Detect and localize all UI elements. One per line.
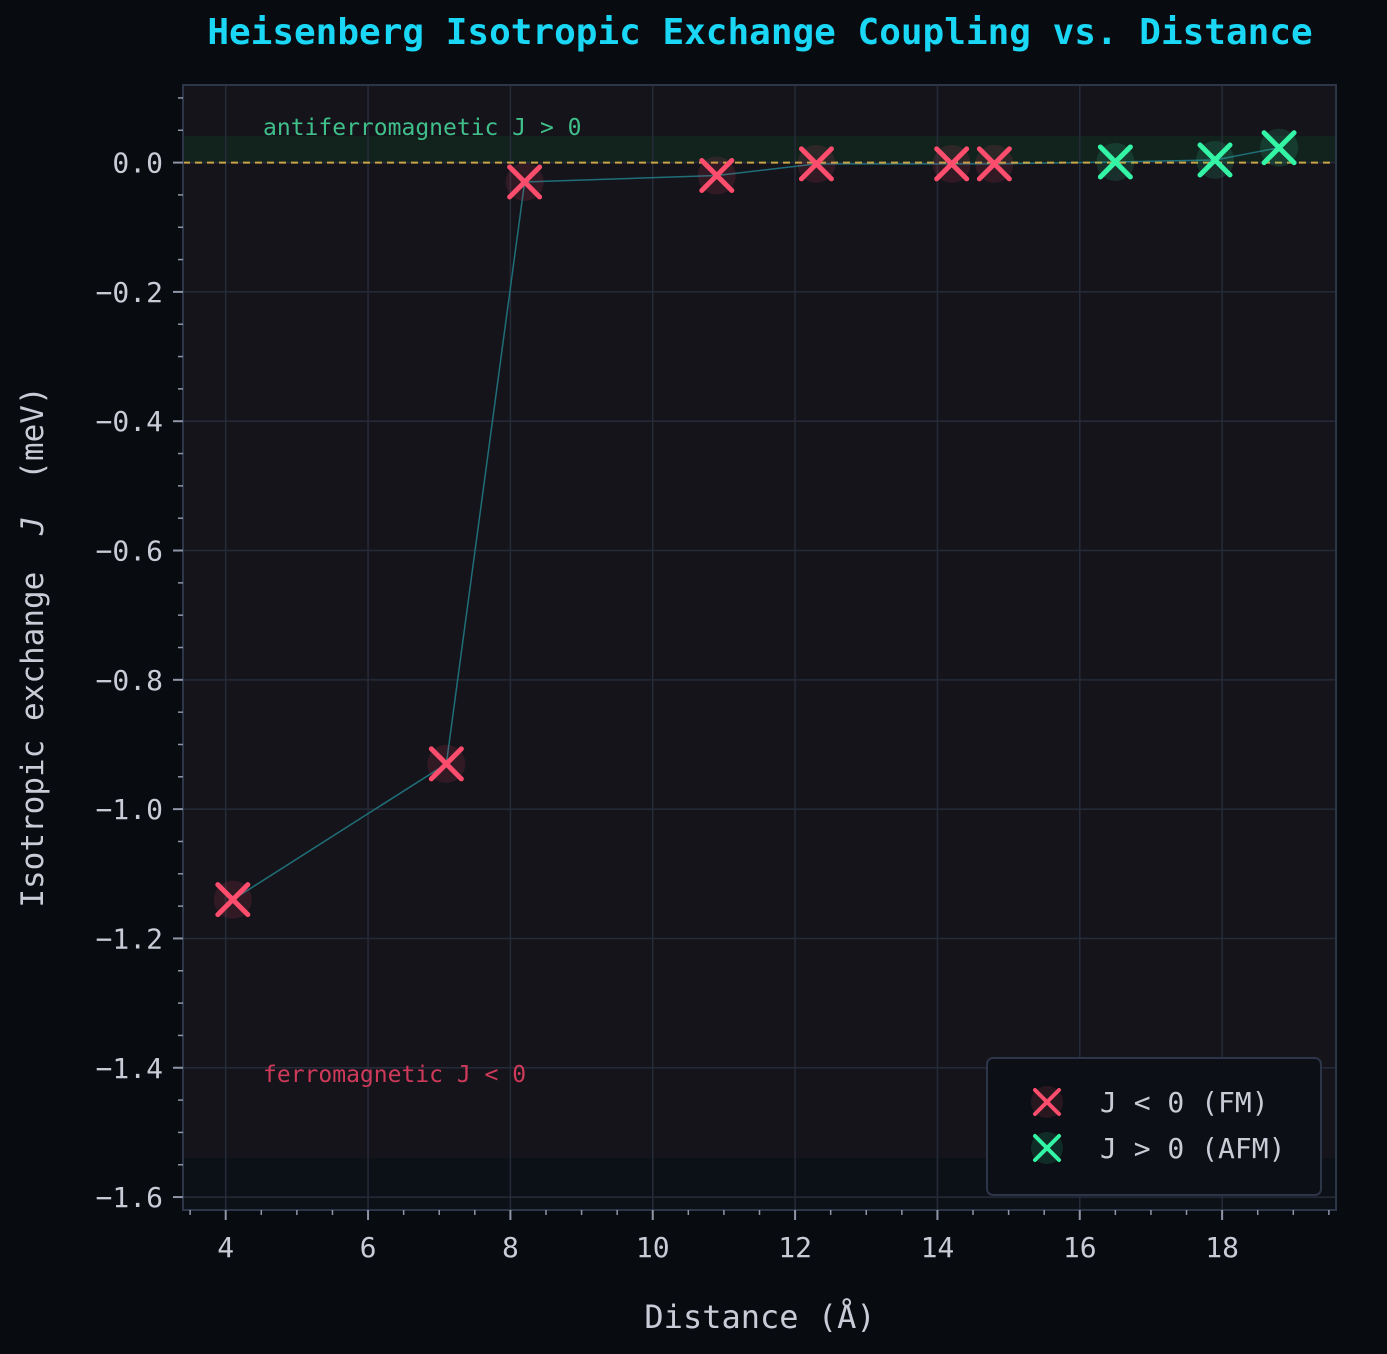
afm-annotation: antiferromagnetic J > 0 bbox=[263, 115, 582, 141]
fm-data-point bbox=[932, 144, 971, 183]
y-axis-label-quantity: Isotropic exchange bbox=[15, 572, 51, 908]
x-tick-label: 12 bbox=[778, 1231, 812, 1264]
y-tick-label: 0.0 bbox=[112, 147, 163, 180]
fm-data-point bbox=[697, 156, 736, 195]
plot-area bbox=[183, 85, 1336, 1210]
y-tick-label: −1.2 bbox=[96, 922, 163, 955]
afm-data-point bbox=[1260, 128, 1299, 167]
x-tick-label: 8 bbox=[502, 1231, 519, 1264]
x-tick-label: 18 bbox=[1205, 1231, 1239, 1264]
y-tick-label: −1.0 bbox=[96, 793, 163, 826]
connector-line bbox=[232, 146, 1280, 901]
fm-data-point bbox=[797, 144, 836, 183]
y-tick-label: −1.4 bbox=[96, 1052, 163, 1085]
y-tick-label: −0.4 bbox=[96, 405, 163, 438]
legend-box bbox=[986, 1057, 1322, 1196]
fm-data-point bbox=[213, 880, 252, 919]
x-tick-label: 10 bbox=[636, 1231, 670, 1264]
x-tick-label: 16 bbox=[1063, 1231, 1097, 1264]
chart-title: Heisenberg Isotropic Exchange Coupling v… bbox=[207, 12, 1312, 53]
afm-data-point bbox=[1196, 141, 1235, 179]
y-tick-label: −0.6 bbox=[96, 535, 163, 568]
fm-data-point bbox=[427, 744, 466, 783]
legend-marker bbox=[1031, 1086, 1063, 1118]
y-tick-label: −1.6 bbox=[96, 1181, 163, 1214]
legend-label: J > 0 (AFM) bbox=[1100, 1132, 1285, 1165]
y-axis-label-symbol: J bbox=[15, 516, 51, 536]
afm-band bbox=[183, 136, 1336, 162]
afm-data-point bbox=[1096, 142, 1135, 181]
legend-label: J < 0 (FM) bbox=[1100, 1086, 1269, 1119]
legend-marker bbox=[1031, 1132, 1063, 1164]
x-tick-label: 14 bbox=[921, 1231, 955, 1264]
y-tick-label: −0.2 bbox=[96, 276, 163, 309]
fm-data-point bbox=[505, 162, 544, 201]
x-axis-label: Distance (Å) bbox=[644, 1298, 875, 1336]
legend: J < 0 (FM) J > 0 (AFM) bbox=[986, 1057, 1322, 1196]
y-tick-label: −0.8 bbox=[96, 664, 163, 697]
y-axis-label-unit: (meV) bbox=[15, 386, 51, 479]
x-tick-label: 4 bbox=[217, 1231, 234, 1264]
fm-data-point bbox=[975, 144, 1014, 183]
y-axis-label: Isotropic exchange J (meV) bbox=[15, 386, 51, 907]
fm-annotation: ferromagnetic J < 0 bbox=[263, 1062, 526, 1088]
x-tick-label: 6 bbox=[360, 1231, 377, 1264]
